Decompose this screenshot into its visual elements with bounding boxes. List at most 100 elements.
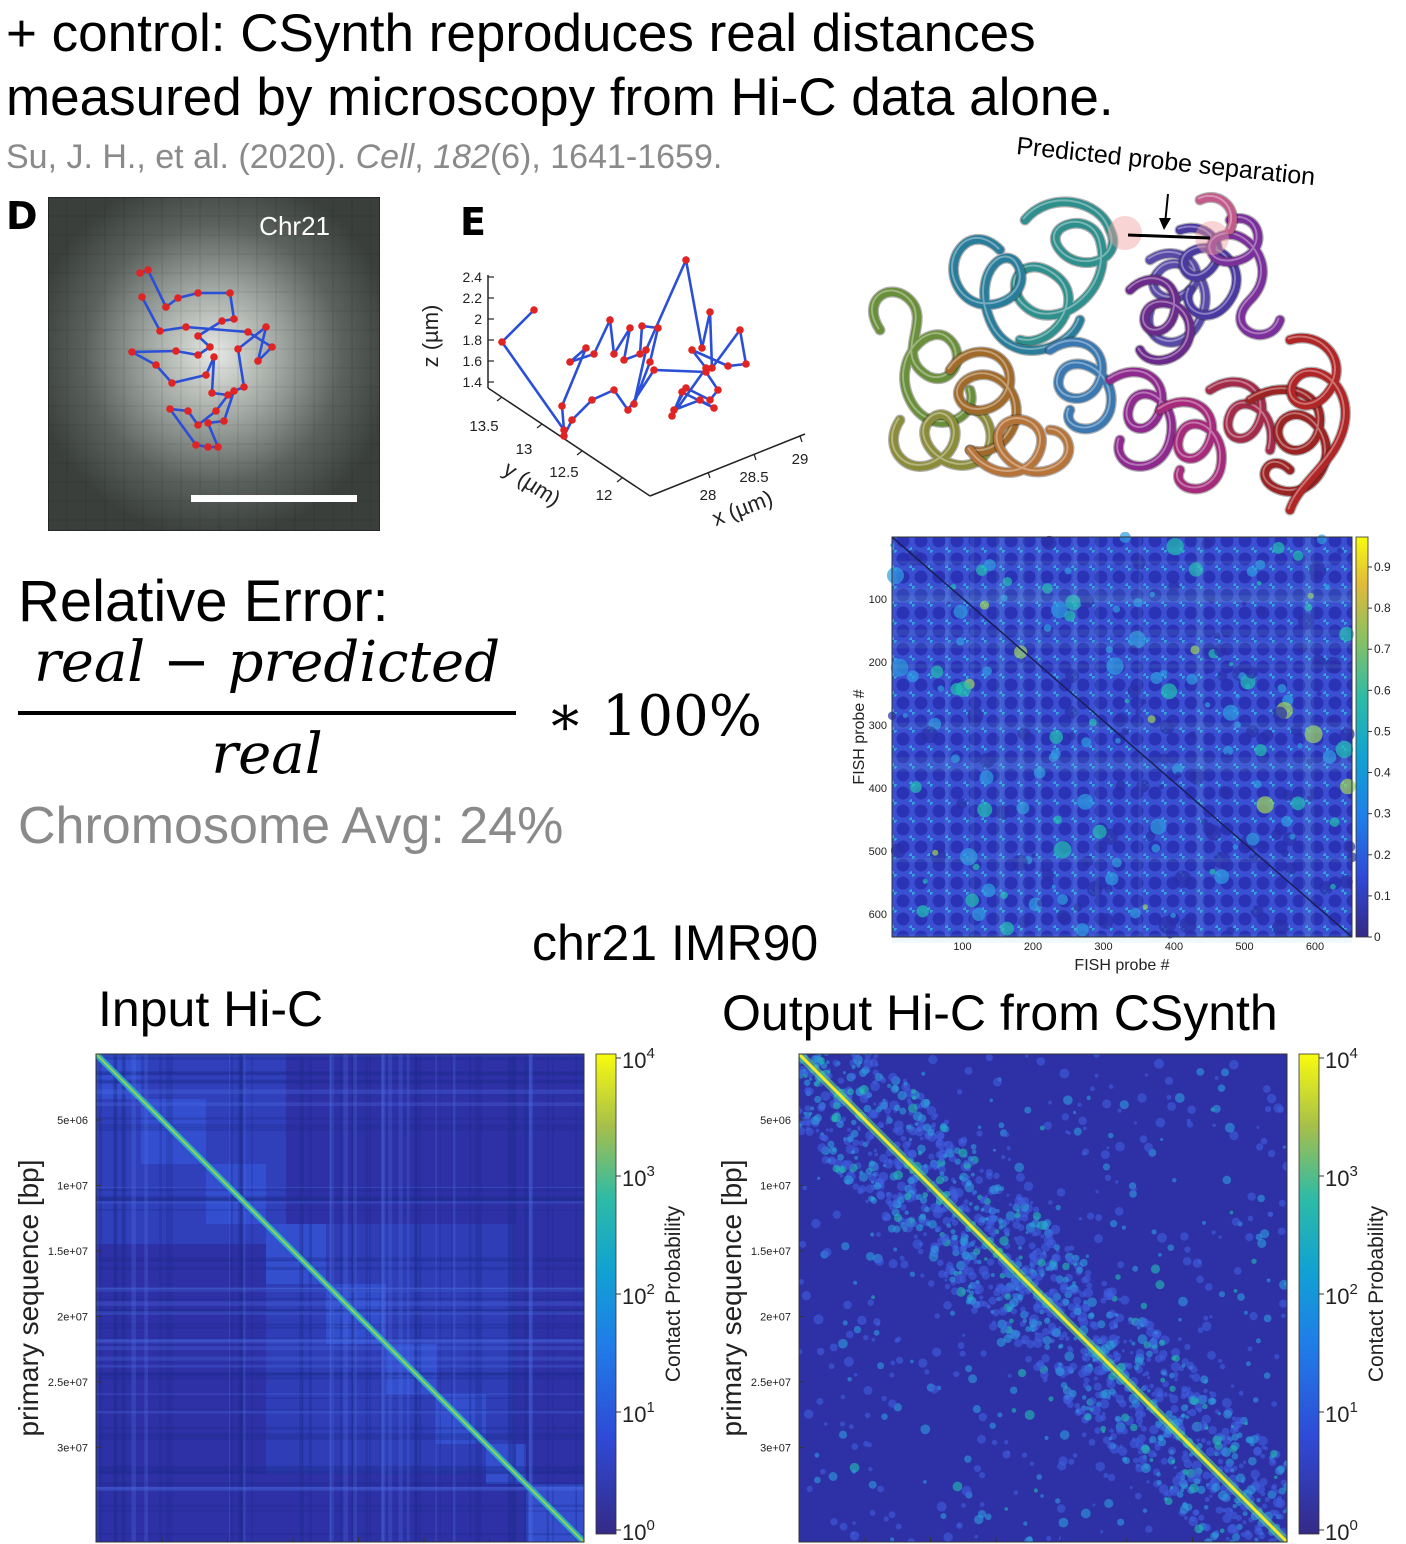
probe-point <box>702 368 710 376</box>
probe-point <box>636 350 644 358</box>
fraction-bar <box>18 711 516 715</box>
probe-point <box>682 256 690 264</box>
citation: Su, J. H., et al. (2020). Cell, 182(6), … <box>6 138 722 177</box>
probe-point <box>582 344 590 352</box>
separation-line <box>1127 233 1211 240</box>
output-hic-heatmap: 5e+065e+061e+071e+071.5e+071.5e+072e+072… <box>716 1045 1388 1544</box>
panel-e-letter: E <box>460 200 486 244</box>
x-axis <box>649 433 806 497</box>
probe-point <box>224 391 232 399</box>
probe-point <box>128 348 136 356</box>
hic-y-axis-label: primary sequence [bp] <box>716 1159 747 1436</box>
fish-colorbar <box>1355 536 1369 938</box>
relative-error-heading: Relative Error: <box>18 569 389 634</box>
z-tick-label: 2.2 <box>463 290 483 306</box>
hic-y-tick-label: 2e+07 <box>57 1312 88 1324</box>
probe-point <box>204 443 212 451</box>
citation-rest: (6), 1641-1659. <box>489 138 723 176</box>
x-tick-label: 29 <box>792 451 809 468</box>
probe-point <box>156 327 164 335</box>
probe-point <box>610 386 618 394</box>
hic-y-tick-label: 1.5e+07 <box>751 1246 791 1258</box>
hic-colorbar-tick: 100 <box>622 1517 655 1544</box>
formula-numerator: real − predicted <box>33 630 501 695</box>
hic-colorbar-label: Contact Probability <box>662 1205 685 1382</box>
probe-point <box>670 406 678 414</box>
slide-title: + control: CSynth reproduces real distan… <box>6 2 1114 130</box>
hic-colorbar <box>595 1053 617 1535</box>
z-tick-label: 2.4 <box>463 269 483 285</box>
hic-colorbar <box>1298 1053 1320 1535</box>
probe-point <box>558 402 566 410</box>
fish-x-tick-label: 600 <box>1306 941 1324 953</box>
y-tick-label: 12 <box>596 487 613 504</box>
z-axis-label: z (µm) <box>418 305 443 368</box>
probe-point <box>194 421 202 429</box>
fish-colorbar-tick: 0 <box>1374 930 1381 944</box>
hic-colorbar-tick: 104 <box>622 1045 655 1073</box>
fish-y-tick-label: 100 <box>869 594 887 606</box>
fish-colorbar-tick: 0.9 <box>1374 560 1391 574</box>
probe-point <box>136 269 144 277</box>
probe-point <box>710 404 718 412</box>
probe-point <box>230 387 238 395</box>
probe-point <box>202 371 210 379</box>
scale-bar <box>191 495 357 502</box>
fish-y-tick-label: 600 <box>869 909 887 921</box>
probe-point <box>212 407 220 415</box>
probe-point <box>646 358 654 366</box>
fish-y-tick-label: 400 <box>869 783 887 795</box>
probe-point <box>220 417 228 425</box>
output-hic-heading: Output Hi-C from CSynth <box>722 985 1278 1041</box>
x-tick-label: 28 <box>700 487 717 504</box>
hic-y-tick-label: 5e+06 <box>57 1115 88 1127</box>
hic-y-tick-label: 5e+06 <box>760 1115 791 1127</box>
citation-journal: Cell <box>355 138 415 176</box>
probe-point <box>590 350 598 358</box>
chromatin-3d-model <box>868 191 1351 516</box>
fish-colorbar-tick: 0.1 <box>1374 889 1391 903</box>
probe-point <box>560 432 568 440</box>
probe-point <box>268 343 276 351</box>
dataset-label: chr21 IMR90 <box>532 915 819 971</box>
fish-colorbar-tick: 0.6 <box>1374 683 1391 697</box>
y-tick-label: 13.5 <box>469 418 498 435</box>
probe-point <box>654 324 662 332</box>
hic-colorbar-label: Contact Probability <box>1365 1205 1388 1382</box>
probe-point <box>174 294 182 302</box>
probe-point <box>166 405 174 413</box>
arrow-head <box>1159 218 1171 230</box>
title-line-2: measured by microscopy from Hi-C data al… <box>6 68 1114 127</box>
probe-point <box>668 412 676 420</box>
fish-x-label: FISH probe # <box>1074 957 1169 974</box>
probe-point <box>210 353 218 361</box>
probe-point <box>208 389 216 397</box>
panel-e-3d-plot: 2.4 2.2 2 1.8 1.6 1.4 13.5 13 12.5 12 28 28.5 29 z… <box>418 255 809 531</box>
probe-point <box>706 396 714 404</box>
chr21-label: Chr21 <box>259 211 330 241</box>
probe-point <box>688 346 696 354</box>
z-tick-label: 1.6 <box>463 353 483 369</box>
hic-colorbar-tick: 102 <box>1325 1281 1358 1309</box>
fish-diagonal <box>891 536 1353 938</box>
probe-a <box>1108 216 1142 250</box>
probe-point <box>650 366 658 374</box>
citation-volume: 182 <box>433 138 490 176</box>
fish-x-tick-label: 500 <box>1235 941 1253 953</box>
probe-point <box>736 326 744 334</box>
fish-y-tick-label: 500 <box>869 846 887 858</box>
fish-colorbar-tick: 0.5 <box>1374 724 1391 738</box>
probe-point <box>560 426 568 434</box>
probe-point <box>610 350 618 358</box>
fish-distance-heatmap: 100 100 200 200 300 300 400 400 500 500 600 600 0.9… <box>851 532 1391 974</box>
probe-point <box>742 360 750 368</box>
y-tick-label: 12.5 <box>549 464 578 481</box>
probe-point <box>184 407 192 415</box>
hic-colorbar-tick: 103 <box>1325 1163 1358 1191</box>
probe-point <box>192 441 200 449</box>
title-line-1: + control: CSynth reproduces real distan… <box>6 4 1036 63</box>
hic-y-tick-label: 2e+07 <box>760 1312 791 1324</box>
fish-x-tick-label: 100 <box>953 941 971 953</box>
probe-point <box>262 323 270 331</box>
probe-point <box>588 396 596 404</box>
